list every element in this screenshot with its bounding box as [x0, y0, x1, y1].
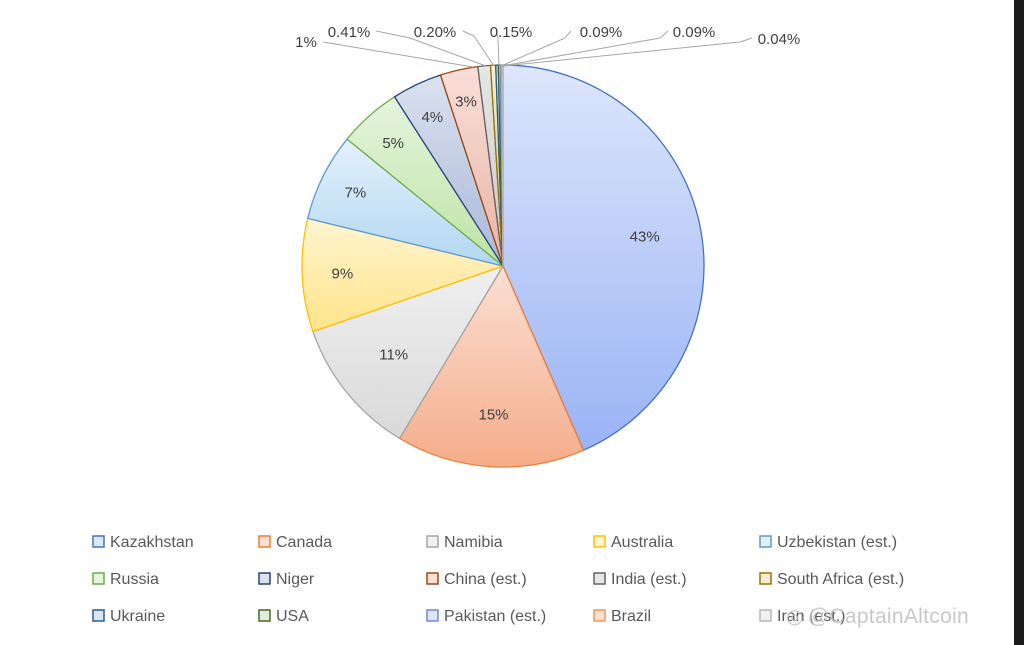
legend-swatch-iran-est — [759, 609, 772, 622]
leader-lines — [322, 30, 753, 68]
legend-label-south-africa-est: South Africa (est.) — [777, 571, 904, 588]
legend-swatch-brazil — [593, 609, 606, 622]
window-edge — [1014, 0, 1024, 645]
data-label-pakistan-est: 0.09% — [580, 24, 623, 41]
legend-swatch-canada — [258, 535, 271, 548]
slice-kazakhstan — [502, 64, 705, 452]
data-label-namibia: 11% — [379, 347, 408, 364]
legend-swatch-india-est — [593, 572, 606, 585]
data-label-ukraine: 0.20% — [414, 24, 457, 41]
slice-australia — [301, 217, 506, 333]
legend-swatch-usa — [258, 609, 271, 622]
leader-line-brazil — [501, 30, 669, 67]
data-label-uzbekistan-est: 7% — [345, 185, 367, 202]
legend-label-uzbekistan-est: Uzbekistan (est.) — [777, 534, 897, 551]
data-label-south-africa-est: 0.41% — [328, 24, 371, 41]
legend-swatch-pakistan-est — [426, 609, 439, 622]
leader-line-south-africa-est — [375, 30, 487, 67]
data-label-niger: 4% — [421, 109, 443, 126]
legend-label-pakistan-est: Pakistan (est.) — [444, 608, 546, 625]
legend: Kazakhstan Canada Namibia Australia Uzbekist… — [92, 534, 904, 625]
legend-swatch-namibia — [426, 535, 439, 548]
legend-label-russia: Russia — [110, 571, 159, 588]
legend-label-kazakhstan: Kazakhstan — [110, 534, 194, 551]
legend-label-canada: Canada — [276, 534, 332, 551]
data-label-usa: 0.15% — [490, 24, 533, 41]
percentage-labels: 43% 15% 11% 9% 7% 5% 4% 3% 1% 0.41% 0.20% 0.15% 0.09… — [295, 24, 800, 423]
leader-line-usa — [495, 30, 500, 67]
data-label-india-est: 1% — [295, 34, 317, 51]
leader-line-ukraine — [462, 30, 495, 67]
legend-label-iran-est: Iran (est.) — [777, 608, 845, 625]
legend-swatch-niger — [258, 572, 271, 585]
legend-label-namibia: Namibia — [444, 534, 503, 551]
legend-swatch-russia — [92, 572, 105, 585]
legend-swatch-ukraine — [92, 609, 105, 622]
legend-label-ukraine: Ukraine — [110, 608, 165, 625]
slice-canada — [398, 264, 585, 468]
legend-label-australia: Australia — [611, 534, 673, 551]
legend-label-china-est: China (est.) — [444, 571, 527, 588]
slice-iran-est — [501, 64, 504, 267]
data-label-kazakhstan: 43% — [630, 228, 660, 245]
watermark: ◎ @CaptainAltcoin — [786, 604, 969, 629]
slice-namibia — [312, 264, 505, 440]
data-label-china-est: 3% — [455, 93, 477, 110]
legend-swatch-south-africa-est — [759, 572, 772, 585]
watermark-logo-icon: ◎ — [786, 606, 804, 628]
leader-line-pakistan-est — [500, 30, 572, 67]
legend-swatch-china-est — [426, 572, 439, 585]
legend-label-usa: USA — [276, 608, 309, 625]
legend-label-brazil: Brazil — [611, 608, 651, 625]
data-label-iran-est: 0.04% — [758, 31, 801, 48]
leader-line-iran-est — [502, 37, 753, 67]
legend-swatch-uzbekistan-est — [759, 535, 772, 548]
legend-label-india-est: India (est.) — [611, 571, 687, 588]
legend-label-niger: Niger — [276, 571, 315, 588]
data-label-canada: 15% — [478, 406, 508, 423]
legend-swatch-australia — [593, 535, 606, 548]
legend-swatch-kazakhstan — [92, 535, 105, 548]
watermark-text: @CaptainAltcoin — [807, 605, 969, 628]
pie-slices — [301, 64, 705, 468]
data-label-brazil: 0.09% — [673, 24, 716, 41]
leader-line-india-est — [322, 41, 474, 68]
data-label-australia: 9% — [332, 266, 354, 283]
data-label-russia: 5% — [382, 135, 404, 152]
